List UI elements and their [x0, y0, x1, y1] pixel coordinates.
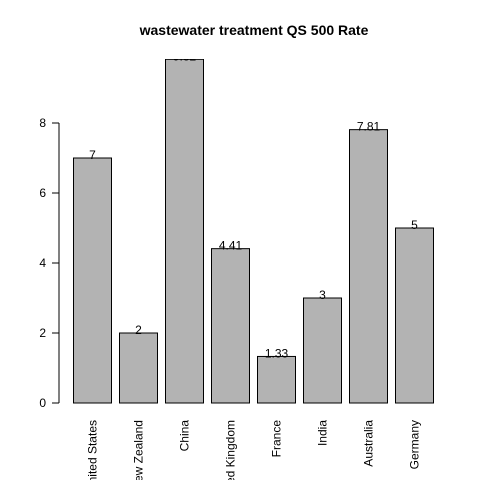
bar	[119, 332, 158, 404]
bar	[165, 59, 204, 404]
category-label: China	[178, 420, 192, 452]
category-labels: United States New Zealand China United King…	[86, 420, 422, 480]
category-label: New Zealand	[132, 420, 146, 480]
bar	[257, 355, 296, 404]
y-axis: 0 2 4 6 8	[39, 116, 60, 410]
bar	[395, 227, 434, 404]
y-tick-label: 4	[39, 256, 46, 270]
category-label: Germany	[408, 420, 422, 469]
bar	[73, 157, 112, 404]
category-label: Australia	[362, 420, 376, 467]
category-label: France	[270, 420, 284, 458]
y-tick-label: 8	[39, 116, 46, 130]
category-label: United Kingdom	[224, 420, 238, 480]
y-tick-label: 2	[39, 326, 46, 340]
y-tick-label: 0	[39, 396, 46, 410]
category-label: India	[316, 420, 330, 446]
data-label: 9.82	[173, 49, 197, 63]
data-label: 1.33	[265, 346, 289, 360]
bar	[349, 129, 388, 404]
data-label: 2	[135, 323, 142, 337]
chart-title: wastewater treatment QS 500 Rate	[139, 22, 369, 38]
category-label: United States	[86, 420, 100, 480]
bar	[211, 248, 250, 404]
bars: 7 2 9.82 4.41 1.33 3 7.81 5	[73, 49, 434, 404]
bar	[303, 297, 342, 404]
data-label: 7.81	[357, 120, 381, 134]
y-tick-label: 6	[39, 186, 46, 200]
data-label: 4.41	[219, 239, 243, 253]
data-label: 5	[411, 218, 418, 232]
data-label: 3	[319, 288, 326, 302]
data-label: 7	[89, 148, 96, 162]
